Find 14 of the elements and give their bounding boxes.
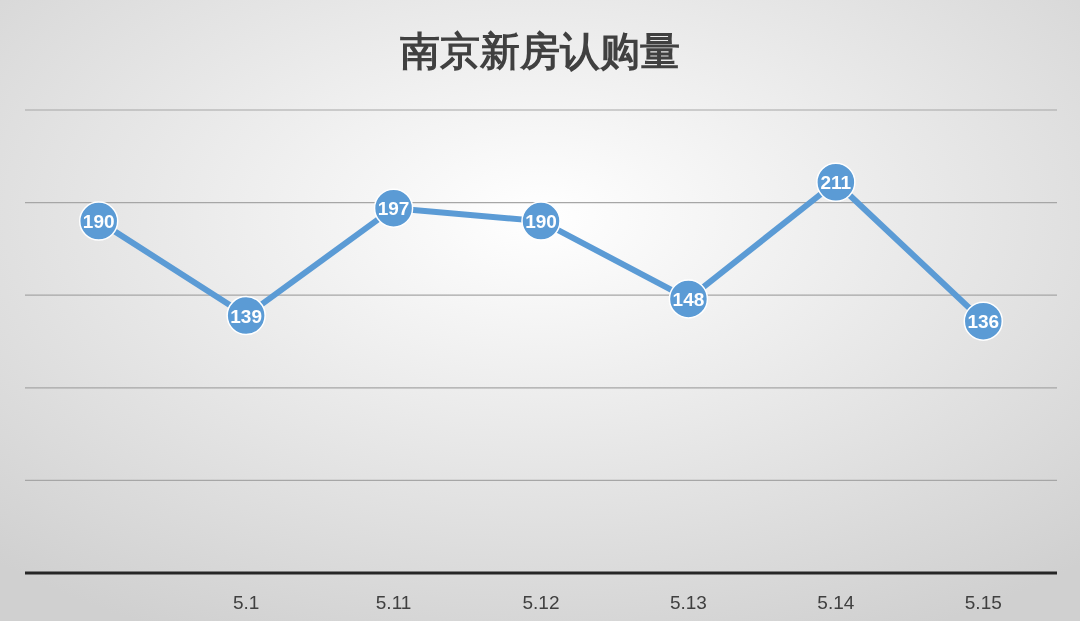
- data-label: 148: [672, 288, 705, 310]
- x-tick-label: 5.1: [232, 592, 260, 613]
- data-label: 211: [820, 172, 852, 194]
- data-label: 139: [230, 305, 262, 327]
- chart-title: 南京新房认购量: [400, 29, 680, 73]
- x-tick-label: 5.14: [817, 592, 855, 613]
- x-tick-label: 5.12: [522, 592, 560, 613]
- x-tick-label: 5.13: [669, 592, 707, 613]
- data-label: 190: [525, 211, 557, 233]
- data-label: 136: [967, 311, 1000, 333]
- data-label: 197: [377, 198, 410, 220]
- data-label: 190: [82, 211, 115, 233]
- x-tick-label: 5.15: [964, 592, 1002, 613]
- x-tick-label: 5.11: [375, 592, 412, 613]
